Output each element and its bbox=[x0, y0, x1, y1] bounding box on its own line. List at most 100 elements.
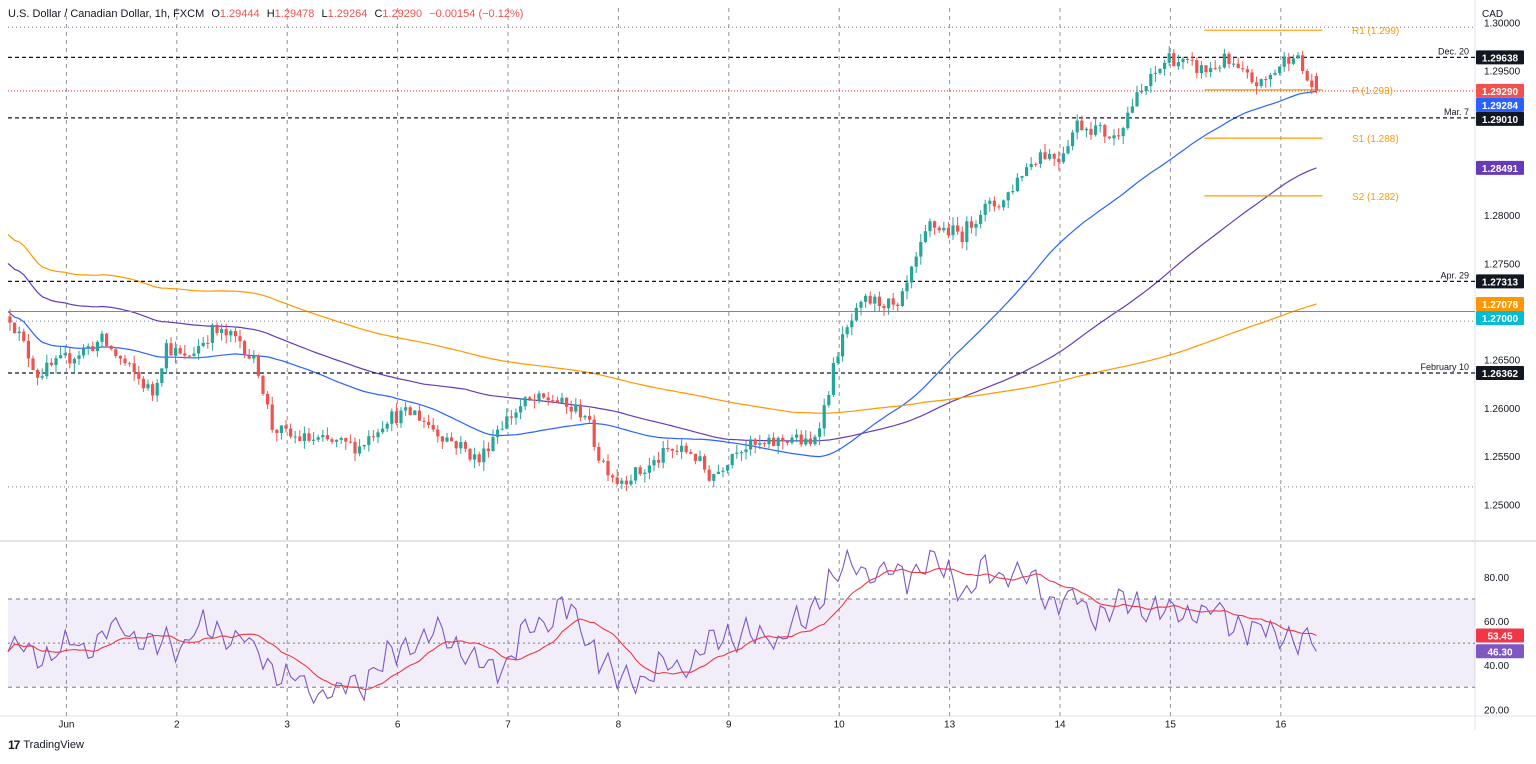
candle-body bbox=[1011, 191, 1015, 193]
price-badge-bg bbox=[1476, 160, 1524, 175]
candle-body bbox=[638, 467, 642, 475]
change-value: −0.00154 (−0.12%) bbox=[429, 8, 524, 20]
candle-body bbox=[413, 410, 417, 416]
price-badge: 1.28491 bbox=[1482, 164, 1519, 175]
candle-body bbox=[307, 433, 311, 441]
candle-body bbox=[344, 437, 348, 442]
price-badge: 1.27313 bbox=[1482, 277, 1519, 288]
time-tick-label: 15 bbox=[1165, 719, 1177, 730]
price-badge: 1.29010 bbox=[1482, 115, 1519, 126]
candle-body bbox=[169, 343, 173, 356]
candle-body bbox=[482, 448, 486, 463]
candle-body bbox=[1163, 62, 1167, 70]
symbol-legend[interactable]: U.S. Dollar / Canadian Dollar, 1h, FXCM … bbox=[8, 8, 523, 20]
candle-body bbox=[712, 474, 716, 481]
candle-body bbox=[399, 410, 403, 424]
candle-body bbox=[279, 425, 283, 433]
level-note: Apr. 29 bbox=[1440, 270, 1469, 280]
candle-body bbox=[1190, 59, 1194, 61]
candle-body bbox=[1296, 55, 1300, 59]
tradingview-name: TradingView bbox=[23, 739, 84, 751]
candle-body bbox=[1218, 67, 1222, 69]
candle-body bbox=[321, 435, 325, 438]
candle-body bbox=[914, 256, 918, 267]
candle-body bbox=[440, 436, 444, 442]
candle-body bbox=[390, 411, 394, 424]
candle-body bbox=[988, 200, 992, 204]
price-badge-bg bbox=[1476, 111, 1524, 126]
candle-body bbox=[8, 316, 12, 323]
candle-body bbox=[1121, 128, 1125, 137]
candle-body bbox=[371, 436, 375, 438]
candle-body bbox=[601, 460, 605, 462]
candle-body bbox=[128, 363, 132, 365]
tradingview-logo-icon: 17 bbox=[8, 738, 20, 752]
candle-body bbox=[266, 393, 270, 405]
candle-body bbox=[463, 442, 467, 449]
candle-body bbox=[192, 353, 196, 357]
pivot-label: P (1.293) bbox=[1352, 86, 1393, 97]
time-tick-label: 6 bbox=[395, 719, 401, 730]
low-label: L bbox=[321, 8, 328, 20]
candle-body bbox=[799, 434, 803, 445]
candle-body bbox=[422, 420, 426, 422]
candle-body bbox=[1080, 120, 1084, 131]
candle-body bbox=[528, 397, 532, 400]
candle-body bbox=[1250, 72, 1254, 83]
candle-body bbox=[1140, 90, 1144, 93]
open-label: O bbox=[211, 8, 220, 20]
candle-body bbox=[201, 342, 205, 347]
rsi-tick-label: 60.00 bbox=[1484, 617, 1509, 628]
candle-body bbox=[795, 434, 799, 438]
candle-body bbox=[969, 221, 973, 228]
candle-body bbox=[956, 225, 960, 232]
candle-body bbox=[1264, 79, 1268, 81]
candle-body bbox=[275, 429, 279, 433]
time-tick-label: 10 bbox=[834, 719, 846, 730]
candle-body bbox=[210, 324, 214, 343]
candle-body bbox=[1236, 63, 1240, 69]
level-note: Mar. 7 bbox=[1444, 107, 1469, 117]
candle-body bbox=[730, 453, 734, 466]
candle-body bbox=[772, 437, 776, 446]
candle-body bbox=[40, 376, 44, 378]
candle-body bbox=[358, 446, 362, 454]
candle-body bbox=[523, 397, 527, 407]
candle-body bbox=[542, 393, 546, 398]
candle-body bbox=[841, 334, 845, 357]
candle-body bbox=[17, 331, 21, 334]
time-tick-label: 7 bbox=[505, 719, 511, 730]
candle-body bbox=[1015, 177, 1019, 192]
price-badge-bg bbox=[1476, 366, 1524, 381]
candle-body bbox=[882, 305, 886, 309]
candle-body bbox=[174, 348, 178, 356]
candle-body bbox=[394, 411, 398, 424]
candle-body bbox=[1186, 58, 1190, 60]
candle-body bbox=[141, 378, 145, 389]
candle-body bbox=[726, 465, 730, 471]
price-tick-label: 1.25000 bbox=[1484, 500, 1521, 511]
candle-body bbox=[532, 399, 536, 401]
candle-body bbox=[114, 349, 118, 356]
candle-body bbox=[845, 327, 849, 335]
level-note: February 10 bbox=[1420, 362, 1469, 372]
candle-body bbox=[634, 467, 638, 481]
candle-body bbox=[877, 296, 881, 306]
candle-body bbox=[942, 227, 946, 231]
tradingview-logo[interactable]: 17 TradingView bbox=[8, 738, 84, 752]
candle-body bbox=[661, 448, 665, 463]
level-note: Dec. 20 bbox=[1438, 46, 1469, 56]
candle-body bbox=[790, 437, 794, 443]
candle-body bbox=[868, 295, 872, 304]
candle-body bbox=[583, 415, 587, 418]
candle-body bbox=[767, 437, 771, 445]
candle-body bbox=[1310, 80, 1314, 88]
candle-body bbox=[574, 404, 578, 412]
candle-body bbox=[459, 442, 463, 449]
candle-body bbox=[59, 355, 63, 359]
candle-body bbox=[68, 353, 72, 364]
candle-body bbox=[629, 480, 633, 485]
candle-body bbox=[1278, 66, 1282, 73]
